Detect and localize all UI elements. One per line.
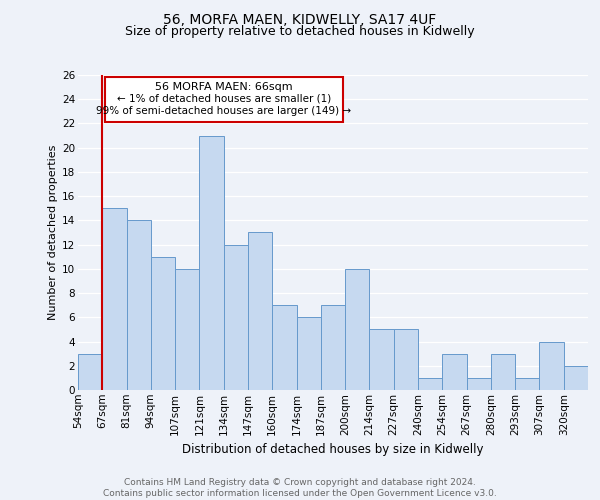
- Bar: [370, 330, 394, 390]
- Bar: [199, 136, 224, 390]
- Bar: [491, 354, 515, 390]
- Text: Size of property relative to detached houses in Kidwelly: Size of property relative to detached ho…: [125, 25, 475, 38]
- Bar: [248, 232, 272, 390]
- Bar: [296, 318, 321, 390]
- Bar: [515, 378, 539, 390]
- Bar: [127, 220, 151, 390]
- Bar: [442, 354, 467, 390]
- Bar: [175, 269, 199, 390]
- Bar: [418, 378, 442, 390]
- Bar: [564, 366, 588, 390]
- Y-axis label: Number of detached properties: Number of detached properties: [48, 145, 58, 320]
- Text: 56, MORFA MAEN, KIDWELLY, SA17 4UF: 56, MORFA MAEN, KIDWELLY, SA17 4UF: [163, 12, 437, 26]
- Bar: [467, 378, 491, 390]
- FancyBboxPatch shape: [105, 78, 343, 122]
- Text: 99% of semi-detached houses are larger (149) →: 99% of semi-detached houses are larger (…: [96, 106, 351, 116]
- Text: 56 MORFA MAEN: 66sqm: 56 MORFA MAEN: 66sqm: [155, 82, 293, 92]
- Text: ← 1% of detached houses are smaller (1): ← 1% of detached houses are smaller (1): [116, 94, 331, 104]
- Bar: [539, 342, 564, 390]
- Bar: [272, 305, 296, 390]
- X-axis label: Distribution of detached houses by size in Kidwelly: Distribution of detached houses by size …: [182, 443, 484, 456]
- Bar: [78, 354, 102, 390]
- Bar: [394, 330, 418, 390]
- Bar: [102, 208, 127, 390]
- Text: Contains HM Land Registry data © Crown copyright and database right 2024.
Contai: Contains HM Land Registry data © Crown c…: [103, 478, 497, 498]
- Bar: [151, 256, 175, 390]
- Bar: [321, 305, 345, 390]
- Bar: [345, 269, 370, 390]
- Bar: [224, 244, 248, 390]
